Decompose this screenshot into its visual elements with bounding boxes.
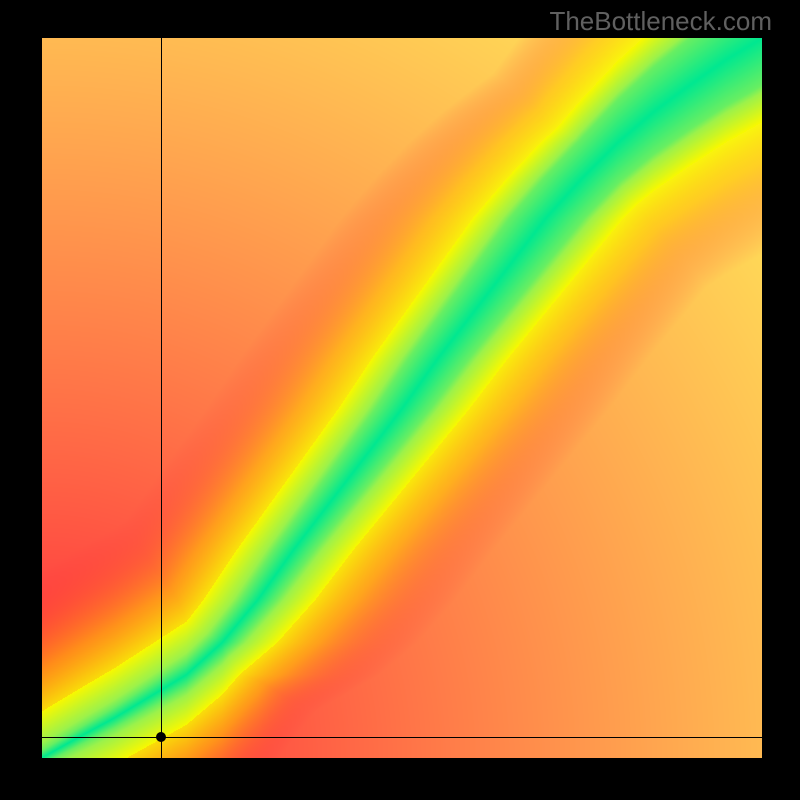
bottleneck-heatmap [42,38,762,758]
crosshair-vertical [161,38,162,758]
watermark-text: TheBottleneck.com [549,6,772,37]
crosshair-marker [156,732,166,742]
crosshair-horizontal [42,737,762,738]
chart-container: TheBottleneck.com [0,0,800,800]
